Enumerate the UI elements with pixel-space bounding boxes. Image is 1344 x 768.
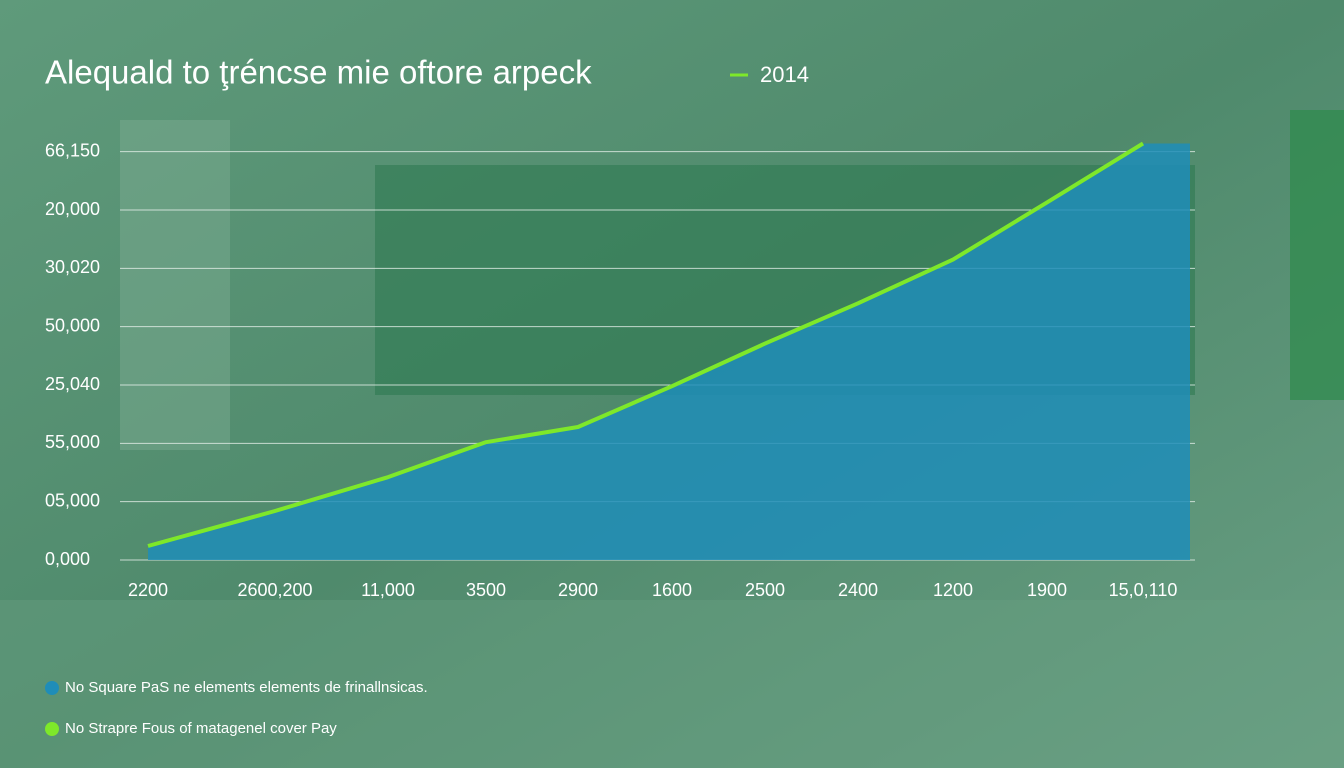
note-text: No Strapre Fous of matagenel cover Pay xyxy=(65,720,337,737)
note-dot xyxy=(45,681,59,695)
x-tick-label: 2600,200 xyxy=(237,580,312,600)
background-screen xyxy=(1290,110,1344,400)
x-tick-label: 2500 xyxy=(745,580,785,600)
x-tick-label: 2200 xyxy=(128,580,168,600)
x-tick-label: 3500 xyxy=(466,580,506,600)
background-floor xyxy=(0,600,1344,768)
y-tick-label: 25,040 xyxy=(45,374,100,394)
background-window xyxy=(120,120,230,450)
note-text: No Square PaS ne elements elements de fr… xyxy=(65,679,428,696)
x-tick-label: 1200 xyxy=(933,580,973,600)
line xyxy=(147,141,1145,548)
note-dot xyxy=(45,722,59,736)
x-tick-label: 2400 xyxy=(838,580,878,600)
y-tick-label: 20,000 xyxy=(45,199,100,219)
y-tick-label: 50,000 xyxy=(45,315,100,335)
y-tick-label: 30,020 xyxy=(45,257,100,277)
y-tick-label: 05,000 xyxy=(45,490,100,510)
legend-label: 2014 xyxy=(760,62,809,87)
area xyxy=(148,143,1190,560)
y-tick-label: 66,150 xyxy=(45,140,100,160)
x-tick-label: 2900 xyxy=(558,580,598,600)
x-tick-label: 15,0,110 xyxy=(1109,580,1178,600)
chart-title: Alequald to ţréncse mie oftore arpeck xyxy=(45,54,592,91)
x-tick-label: 1900 xyxy=(1027,580,1067,600)
x-tick-label: 11,000 xyxy=(361,580,415,600)
y-tick-label: 55,000 xyxy=(45,432,100,452)
y-tick-label: 0,000 xyxy=(45,549,90,569)
x-tick-label: 1600 xyxy=(652,580,692,600)
